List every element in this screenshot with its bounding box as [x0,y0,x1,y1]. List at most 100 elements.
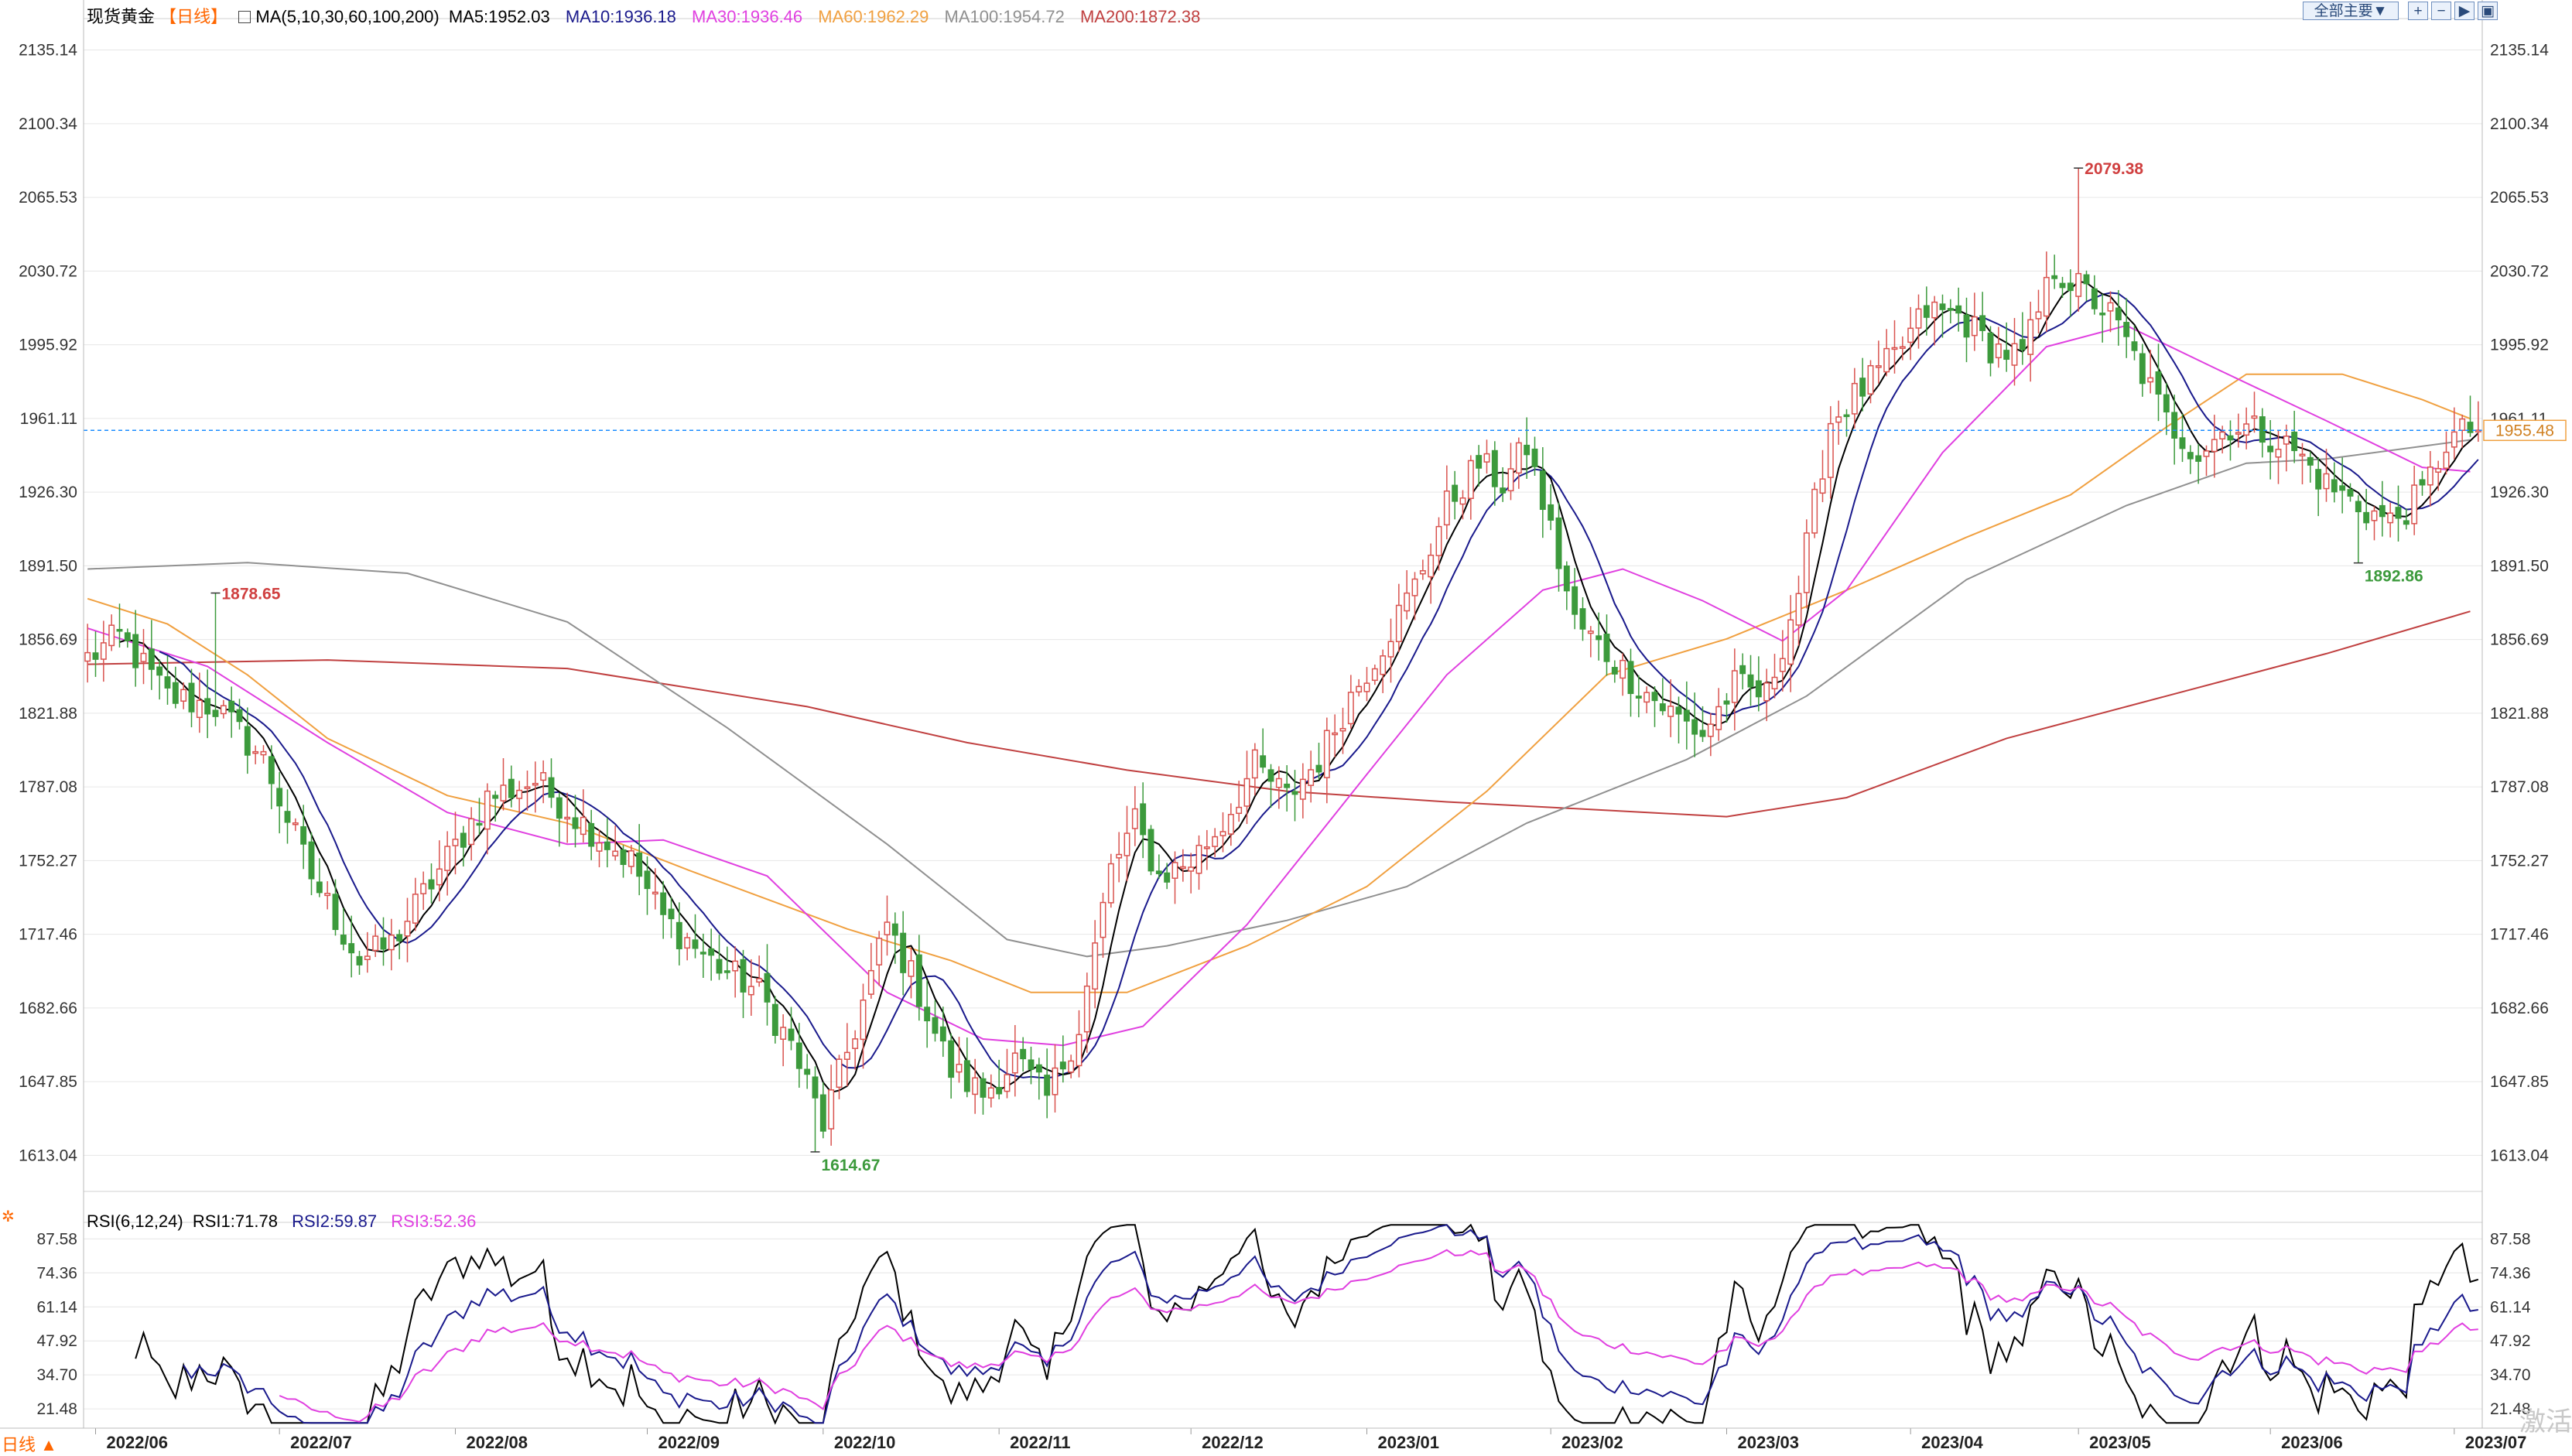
candle [1531,448,1538,467]
play-icon[interactable]: ▶ [2454,2,2475,20]
zoom-in-icon[interactable]: + [2408,2,2428,20]
rsi-tick-left: 47.92 [36,1332,77,1350]
period-switch[interactable]: 日线 ▲ [2,1435,57,1454]
candle [1124,832,1130,856]
price-tick-left: 1891.50 [19,557,77,575]
ma10-value: MA10:1936.18 [565,7,676,26]
candle [244,726,251,756]
candle [1044,1075,1051,1096]
candle [1243,778,1250,807]
fit-icon[interactable]: ▣ [2478,2,2498,20]
candle [1459,497,1466,505]
candle [1643,692,1650,703]
period-label[interactable]: 【日线】 [159,7,228,26]
candle [596,842,603,852]
price-tick-right: 2100.34 [2490,115,2549,133]
candle [380,937,387,950]
candle [675,921,682,949]
candle [1500,487,1507,494]
candle [2115,307,2122,321]
candle [915,954,922,1007]
candle [1755,680,1762,698]
rsi-tick-left: 34.70 [36,1366,77,1384]
candle [996,1086,1003,1095]
candle [699,952,706,955]
candle [84,651,91,662]
zoom-out-icon[interactable]: − [2431,2,2451,20]
candle [612,850,619,856]
candle [1548,504,1554,521]
rsi-tick-left: 74.36 [36,1264,77,1282]
candle [268,756,275,784]
candle [908,960,915,977]
candle [2195,455,2202,462]
candle [1443,490,1450,526]
candle [1707,723,1714,737]
candle [1068,1060,1075,1073]
time-label: 2023/02 [1561,1433,1623,1451]
time-label: 2022/10 [834,1433,896,1451]
candle [2315,469,2322,490]
candle [1395,604,1402,643]
candle [1939,303,1946,310]
candle [2379,504,2386,518]
candle [1332,732,1339,736]
rsi-line-rsi1 [135,1223,2479,1425]
candle [1092,942,1099,990]
candle [1507,468,1514,492]
candle [1963,314,1970,338]
price-tick-right: 2065.53 [2490,189,2549,207]
rsi-settings-icon[interactable]: ✲ [2,1208,15,1225]
ma30-value: MA30:1936.46 [692,7,803,26]
price-tick-left: 1961.11 [20,410,77,428]
candle [2411,484,2418,525]
all-indicators-dropdown[interactable]: 全部主要▼ [2303,2,2399,20]
candle [1579,608,1586,630]
candle [2203,450,2210,457]
candle [2275,449,2282,458]
candle [628,850,634,867]
candle [532,782,539,786]
main-panel-frame [83,18,2483,1192]
candle [604,841,611,850]
price-tick-left: 2135.14 [19,42,77,60]
rsi-params[interactable]: RSI(6,12,24) [87,1212,183,1231]
price-tick-right: 1717.46 [2490,926,2549,944]
ma-line-ma200 [87,610,2471,818]
candle [2131,341,2138,351]
candle [2451,431,2457,448]
candle [1380,655,1387,675]
ma100-value: MA100:1954.72 [944,7,1065,26]
candle [1659,703,1666,712]
candle [180,689,187,702]
candle [1899,346,1906,349]
price-tick-right: 1995.92 [2490,337,2549,354]
candle [1843,414,1850,418]
candle [828,1089,835,1130]
candle [2459,418,2466,431]
candle [140,652,147,662]
candle [1035,1064,1042,1073]
candle [1076,1034,1082,1067]
candle [420,883,427,894]
candle [1771,676,1778,690]
candle [524,786,531,789]
candles [84,168,2481,1152]
price-tick-right: 1891.50 [2490,557,2549,575]
candle [1995,343,2002,359]
ma-toggle-icon[interactable] [238,11,251,23]
ma-params[interactable]: MA(5,10,30,60,100,200) [255,7,439,26]
rsi-tick-right: 87.58 [2490,1230,2531,1248]
candle [284,811,291,823]
candle [2011,343,2018,366]
candle [1683,709,1690,722]
candle [428,879,435,890]
candle [1787,619,1794,665]
candle [2051,275,2058,279]
candle [1116,853,1123,859]
candle [1955,305,1962,314]
candle [452,839,459,846]
candle [1819,478,1826,494]
